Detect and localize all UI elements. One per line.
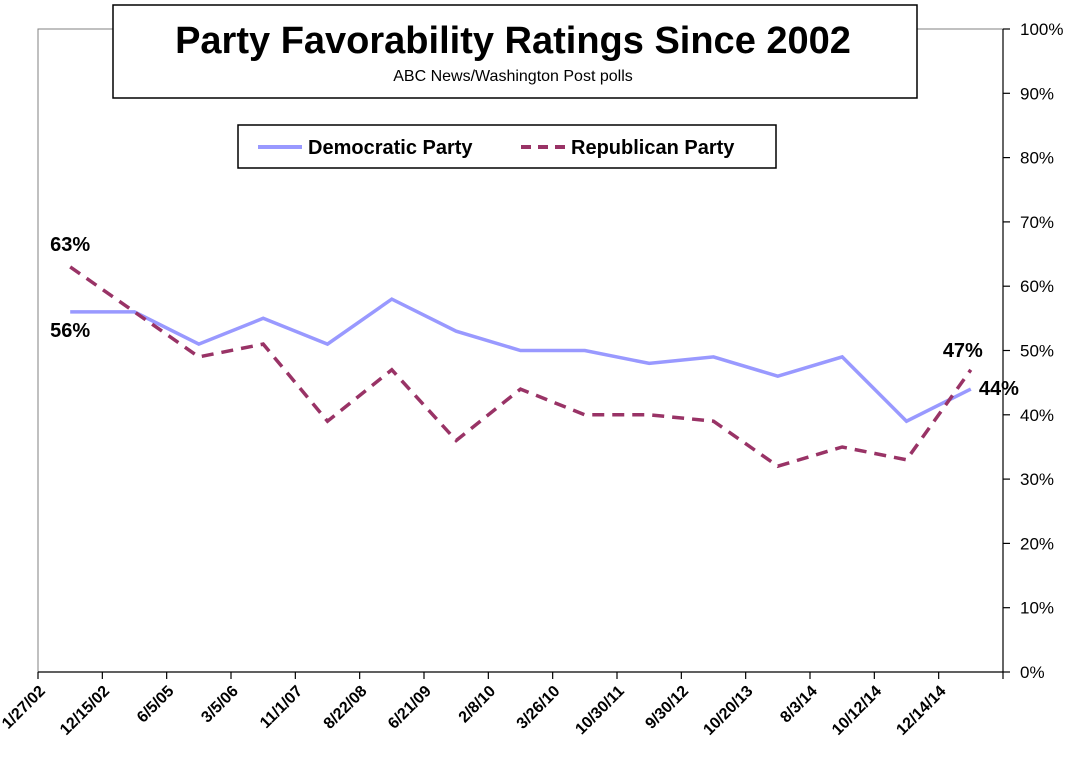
data-labels: 63% 56% 47% 44% bbox=[50, 234, 1019, 400]
legend-label-democratic: Democratic Party bbox=[308, 137, 473, 159]
x-tick-label: 1/27/02 bbox=[0, 683, 49, 733]
x-tick-label: 12/14/14 bbox=[893, 683, 949, 739]
y-tick-label: 50% bbox=[1020, 342, 1054, 361]
data-label: 56% bbox=[50, 320, 90, 342]
x-tick-label: 8/22/08 bbox=[321, 683, 371, 733]
data-label: 47% bbox=[943, 340, 983, 362]
x-tick-label: 10/12/14 bbox=[829, 683, 885, 739]
x-tick-label: 6/5/05 bbox=[134, 683, 178, 727]
x-tick-label: 11/1/07 bbox=[257, 683, 306, 732]
series-line-democratic bbox=[70, 297, 972, 424]
y-tick-label: 0% bbox=[1020, 663, 1045, 682]
legend-label-republican: Republican Party bbox=[571, 137, 735, 159]
x-tick-label: 9/30/12 bbox=[642, 683, 692, 733]
y-tick-label: 30% bbox=[1020, 470, 1054, 489]
data-label: 63% bbox=[50, 234, 90, 256]
y-tick-label: 100% bbox=[1020, 20, 1063, 39]
y-tick-label: 70% bbox=[1020, 213, 1054, 232]
series-line-republican bbox=[69, 265, 973, 469]
y-tick-label: 40% bbox=[1020, 406, 1054, 425]
y-tick-label: 80% bbox=[1020, 149, 1054, 168]
x-tick-label: 10/20/13 bbox=[700, 683, 756, 739]
chart-title: Party Favorability Ratings Since 2002 bbox=[175, 20, 851, 62]
x-tick-label: 6/21/09 bbox=[385, 683, 435, 733]
x-tick-label: 8/3/14 bbox=[777, 683, 821, 727]
x-tick-label: 12/15/02 bbox=[57, 683, 113, 739]
data-label: 44% bbox=[979, 378, 1019, 400]
y-tick-label: 90% bbox=[1020, 84, 1054, 103]
x-tick-label: 2/8/10 bbox=[456, 683, 500, 727]
x-tick-label: 10/30/11 bbox=[572, 683, 628, 739]
legend: Democratic Party Republican Party bbox=[237, 124, 777, 169]
title-box: Party Favorability Ratings Since 2002 AB… bbox=[112, 4, 918, 99]
y-tick-label: 10% bbox=[1020, 599, 1054, 618]
series-lines bbox=[69, 265, 973, 469]
x-tick-label: 3/5/06 bbox=[198, 683, 242, 727]
chart-subtitle: ABC News/Washington Post polls bbox=[393, 68, 633, 85]
y-tick-label: 60% bbox=[1020, 277, 1054, 296]
x-tick-label: 3/26/10 bbox=[514, 683, 564, 733]
y-tick-label: 20% bbox=[1020, 534, 1054, 553]
